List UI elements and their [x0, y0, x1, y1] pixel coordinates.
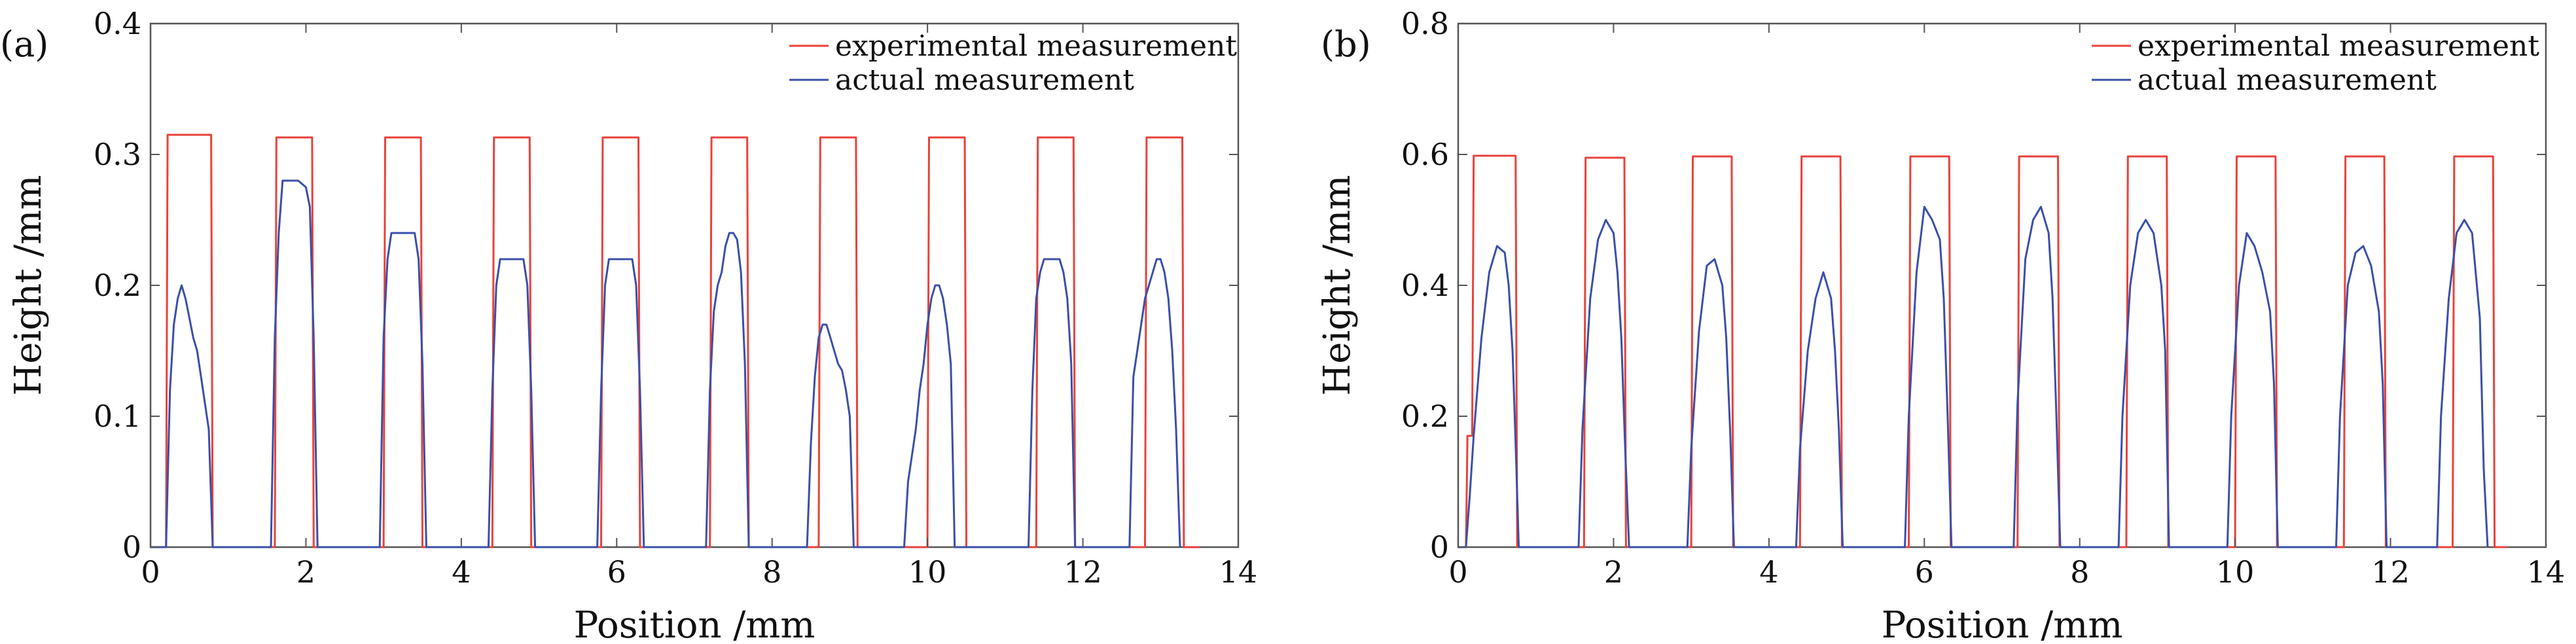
y-axis-title-b: Height /mm — [1316, 175, 1359, 395]
x-tick-label-a: 8 — [762, 554, 781, 590]
series-line-actual-b — [1458, 206, 2489, 548]
x-tick-label-a: 12 — [1064, 554, 1102, 590]
legend-label-actual-a: actual measurement — [835, 63, 1134, 97]
y-ticks-b: 0 0.2 0.4 0.6 0.8 — [1401, 6, 2546, 565]
y-tick-label-a: 0.4 — [94, 6, 141, 41]
legend-b: experimental measurement actual measurem… — [2092, 29, 2539, 97]
x-tick-label-b: 14 — [2527, 554, 2566, 590]
legend-label-experimental-a: experimental measurement — [835, 29, 1237, 63]
x-tick-label-a: 0 — [141, 554, 160, 590]
x-axis-title-b: Position /mm — [1882, 604, 2123, 644]
y-ticks-a: 0 0.1 0.2 0.3 0.4 — [94, 6, 1238, 565]
x-axis-title-a: Position /mm — [574, 604, 815, 644]
legend-label-actual-b: actual measurement — [2138, 63, 2437, 97]
x-tick-label-a: 6 — [607, 554, 626, 590]
series-line-actual-a — [151, 179, 1181, 548]
y-tick-label-a: 0.3 — [94, 137, 141, 172]
x-ticks-a: 0 2 4 6 8 10 12 14 — [141, 24, 1257, 590]
x-tick-label-a: 2 — [296, 554, 315, 590]
y-tick-label-b: 0 — [1430, 529, 1449, 565]
series-group-b — [1458, 154, 2507, 548]
panel-label-a: (a) — [0, 24, 48, 65]
x-tick-label-b: 2 — [1604, 554, 1623, 590]
x-tick-label-a: 4 — [452, 554, 471, 590]
x-tick-label-b: 4 — [1759, 554, 1778, 590]
y-tick-label-b: 0.8 — [1401, 6, 1449, 41]
x-tick-label-b: 6 — [1915, 554, 1934, 590]
legend-label-experimental-b: experimental measurement — [2138, 29, 2539, 63]
x-tick-label-b: 8 — [2070, 554, 2089, 590]
series-group-a — [151, 134, 1200, 548]
panel-b: 0 2 4 6 8 10 12 14 0 0.2 0.4 0.6 0.8 (b) Position /… — [1316, 6, 2565, 644]
legend-a: experimental measurement actual measurem… — [789, 29, 1237, 97]
y-tick-label-a: 0.1 — [94, 399, 141, 434]
y-axis-title-a: Height /mm — [7, 175, 50, 395]
y-tick-label-a: 0.2 — [94, 268, 141, 303]
y-tick-label-b: 0.6 — [1401, 137, 1449, 172]
x-tick-label-b: 12 — [2371, 554, 2410, 590]
panel-a: 0 2 4 6 8 10 12 14 0 0.1 0.2 0.3 0.4 (a) Position /… — [0, 6, 1257, 644]
panel-label-b: (b) — [1321, 24, 1371, 65]
x-tick-label-b: 0 — [1448, 554, 1467, 590]
x-tick-label-a: 10 — [908, 554, 947, 590]
y-tick-label-b: 0.4 — [1401, 268, 1449, 303]
x-tick-label-b: 10 — [2216, 554, 2255, 590]
x-ticks-b: 0 2 4 6 8 10 12 14 — [1448, 24, 2565, 590]
y-tick-label-b: 0.2 — [1401, 399, 1449, 434]
y-tick-label-a: 0 — [122, 529, 141, 565]
plot-area-frame-b — [1457, 22, 2547, 548]
plot-area-frame-a — [149, 22, 1240, 548]
x-tick-label-a: 14 — [1219, 554, 1258, 590]
